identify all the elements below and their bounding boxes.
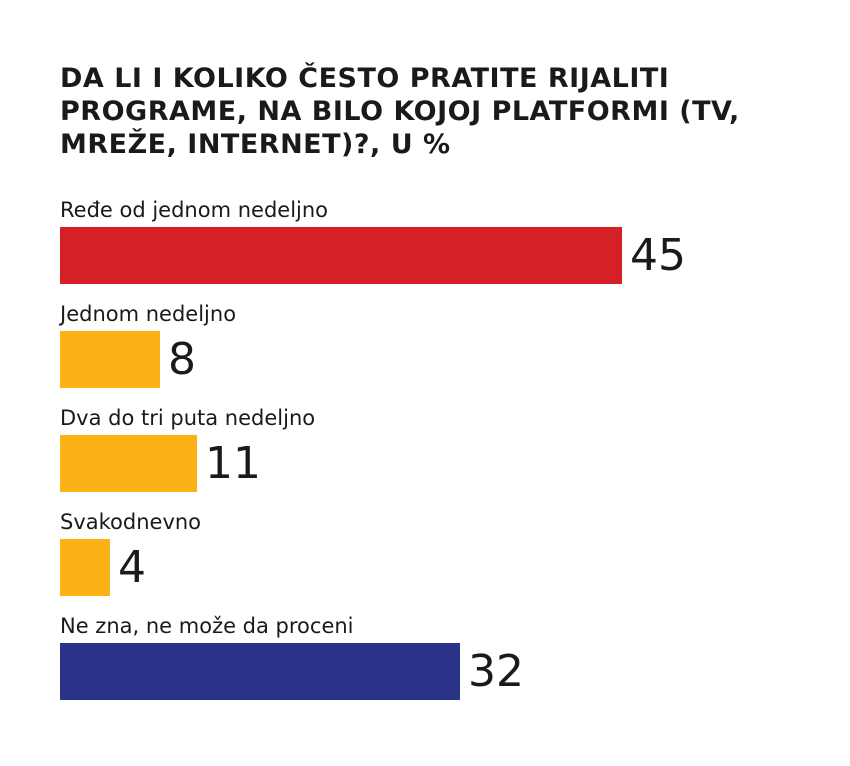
bar — [60, 643, 460, 700]
category-label: Ne zna, ne može da proceni — [60, 614, 354, 638]
category-label: Ređe od jednom nedeljno — [60, 198, 329, 222]
bar — [60, 435, 197, 492]
value-label: 45 — [630, 230, 686, 281]
value-label: 4 — [118, 542, 146, 593]
bar — [60, 331, 160, 388]
chart-title: DA LI I KOLIKO ČESTO PRATITE RIJALITI PR… — [60, 63, 740, 160]
category-label: Jednom nedeljno — [60, 302, 237, 326]
bar — [60, 539, 110, 596]
value-label: 11 — [205, 438, 261, 489]
value-label: 32 — [468, 646, 524, 697]
value-label: 8 — [168, 334, 196, 385]
bar — [60, 227, 622, 284]
category-label: Svakodnevno — [60, 510, 202, 534]
category-label: Dva do tri puta nedeljno — [60, 406, 316, 430]
